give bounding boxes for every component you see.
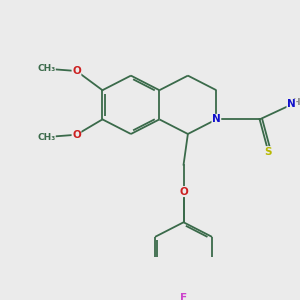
Text: S: S (265, 147, 272, 157)
Text: N: N (287, 99, 296, 109)
Text: O: O (179, 187, 188, 196)
Text: CH₃: CH₃ (37, 64, 55, 73)
Text: H: H (292, 98, 300, 107)
Text: CH₃: CH₃ (37, 133, 55, 142)
Text: O: O (72, 66, 81, 76)
Text: F: F (180, 292, 187, 300)
Text: O: O (72, 130, 81, 140)
Text: N: N (212, 114, 221, 124)
